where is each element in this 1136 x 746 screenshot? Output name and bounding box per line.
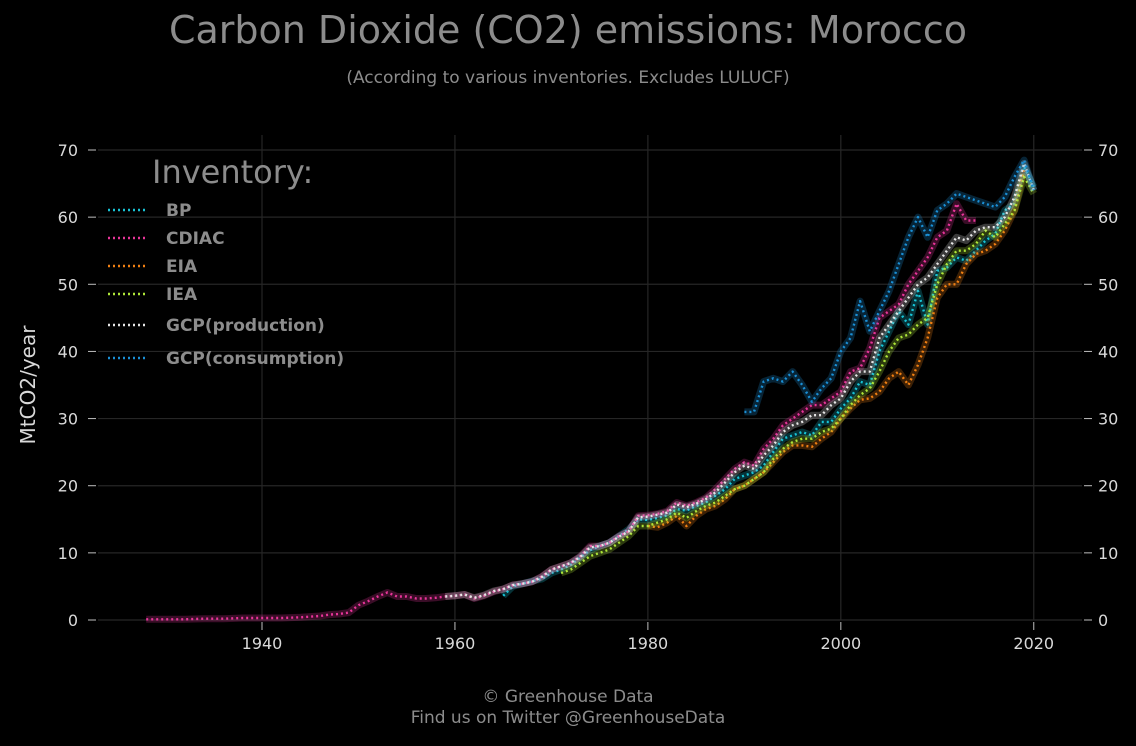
y-tick-label-right: 20 bbox=[1098, 477, 1118, 496]
grid-lines bbox=[98, 135, 1082, 621]
series-line bbox=[560, 175, 1035, 575]
x-tick-label: 1940 bbox=[242, 634, 283, 653]
y-tick-label: 70 bbox=[58, 141, 78, 160]
y-tick-label: 40 bbox=[58, 342, 78, 361]
y-tick-label-right: 0 bbox=[1098, 611, 1108, 630]
legend-title: Inventory: bbox=[152, 153, 313, 191]
y-tick-label-right: 60 bbox=[1098, 208, 1118, 227]
chart-subtitle: (According to various inventories. Exclu… bbox=[346, 68, 790, 88]
series-line bbox=[647, 169, 1026, 529]
x-tick-label: 1980 bbox=[628, 634, 669, 653]
y-tick-label-right: 10 bbox=[1098, 544, 1118, 563]
legend-label: GCP(production) bbox=[166, 316, 325, 336]
series-glow bbox=[146, 200, 976, 623]
y-tick-label: 20 bbox=[58, 477, 78, 496]
series-line bbox=[744, 158, 1035, 414]
y-tick-label: 50 bbox=[58, 275, 78, 294]
x-tick-label: 1960 bbox=[435, 634, 476, 653]
y-tick-label: 10 bbox=[58, 544, 78, 563]
chart-title: Carbon Dioxide (CO2) emissions: Morocco bbox=[168, 8, 968, 52]
y-tick-label: 30 bbox=[58, 410, 78, 429]
legend-label: CDIAC bbox=[166, 229, 225, 249]
y-tick-label-right: 30 bbox=[1098, 410, 1118, 429]
series-lines bbox=[146, 156, 1038, 623]
legend-label: GCP(consumption) bbox=[166, 349, 344, 369]
y-tick-label-right: 40 bbox=[1098, 342, 1118, 361]
legend-label: IEA bbox=[166, 285, 198, 305]
y-tick-label-right: 50 bbox=[1098, 275, 1118, 294]
series-line bbox=[445, 162, 1035, 599]
y-tick-label: 60 bbox=[58, 208, 78, 227]
y-axis-label: MtCO2/year bbox=[16, 325, 40, 445]
credit-line: © Greenhouse Data bbox=[482, 687, 654, 707]
x-tick-label: 2000 bbox=[820, 634, 861, 653]
y-tick-label-right: 70 bbox=[1098, 141, 1118, 160]
series-line bbox=[502, 165, 1035, 597]
y-tick-label: 0 bbox=[68, 611, 78, 630]
legend: Inventory: BP CDIAC EIA IEA GCP(production) GC… bbox=[108, 153, 344, 369]
legend-label: BP bbox=[166, 201, 191, 221]
x-tick-label: 2020 bbox=[1013, 634, 1054, 653]
twitter-line: Find us on Twitter @GreenhouseData bbox=[410, 708, 726, 728]
legend-label: EIA bbox=[166, 257, 198, 277]
